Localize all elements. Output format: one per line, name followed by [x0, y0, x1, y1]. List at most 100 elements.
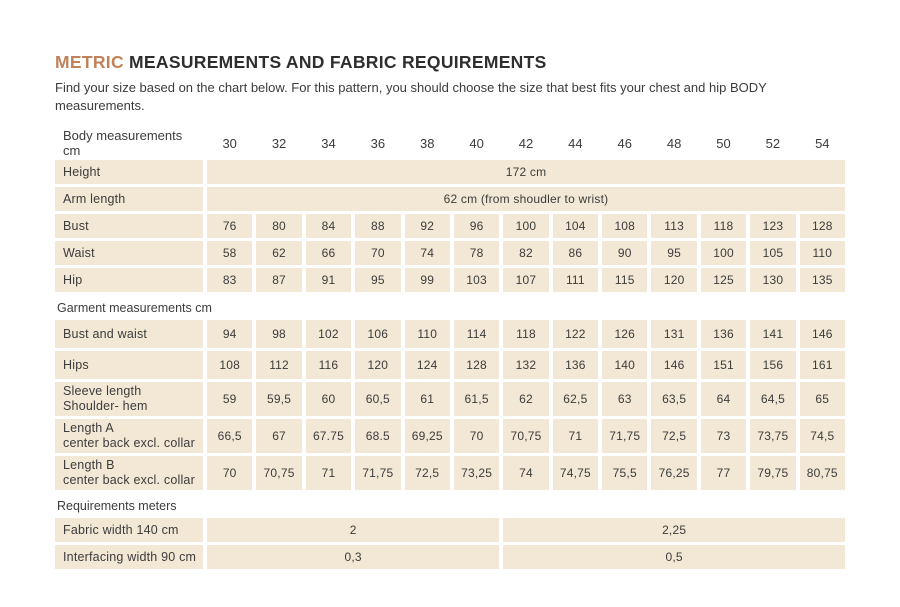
value-cell: 146: [799, 320, 845, 349]
value-cell: 65: [799, 382, 845, 417]
value-cell: 108: [602, 214, 648, 239]
value-cell: 130: [750, 268, 796, 293]
size-column-header: 42: [518, 135, 534, 151]
value-cell: 114: [453, 320, 500, 349]
row-label: Hips: [55, 351, 203, 380]
value-cell: 95: [355, 268, 401, 293]
value-cell: 74: [404, 241, 450, 266]
row-label: Hip: [55, 268, 203, 293]
merged-value-cell: 2: [207, 518, 500, 543]
size-column-header: 30: [222, 135, 237, 151]
value-cell: 86: [552, 241, 599, 266]
value-cell: 63,5: [651, 382, 697, 417]
table-header-label: Body measurements cm: [63, 128, 183, 159]
size-column-header: 36: [370, 135, 386, 151]
value-cell: 112: [256, 351, 302, 380]
merged-value-cell: 0,5: [503, 545, 845, 570]
value-cell: 120: [651, 268, 697, 293]
value-cell: 71,75: [355, 456, 401, 491]
value-cell: 67: [256, 419, 302, 454]
value-cell: 67.75: [305, 419, 352, 454]
value-cell: 113: [651, 214, 697, 239]
value-cell: 69,25: [404, 419, 450, 454]
value-cell: 61: [404, 382, 450, 417]
value-cell: 115: [602, 268, 648, 293]
row-label-line1: Sleeve length: [63, 384, 142, 399]
value-cell: 72,5: [404, 456, 450, 491]
value-cell: 63: [602, 382, 648, 417]
row-label-line2: Shoulder- hem: [63, 399, 148, 414]
merged-value-cell: 62 cm (from shoudler to wrist): [207, 187, 845, 212]
table-row: Sleeve length Shoulder- hem 59 59,5 60 60,5 61…: [55, 382, 845, 417]
row-label-lines: Sleeve length Shoulder- hem: [63, 384, 148, 414]
value-cell: 111: [552, 268, 599, 293]
merged-value-cell: 0,3: [207, 545, 500, 570]
value-cell: 146: [651, 351, 697, 380]
value-cell: 125: [700, 268, 747, 293]
size-column-header: 48: [666, 135, 682, 151]
value-cell: 70,75: [503, 419, 549, 454]
value-cell: 77: [700, 456, 747, 491]
section-label: Requirements meters: [57, 499, 177, 514]
table-row: Waist 58 62 66 70 74 78 82 86 90 95 100 105 110: [55, 241, 845, 266]
size-column-header: 38: [419, 135, 435, 151]
value-cell: 70: [207, 456, 253, 491]
value-cell: 96: [453, 214, 500, 239]
row-label: Fabric width 140 cm: [55, 518, 203, 543]
row-label-line2: center back excl. collar: [63, 436, 195, 451]
table-row: Hip 83 87 91 95 99 103 107 111 115 120 125 130 135: [55, 268, 845, 293]
value-cell: 66: [305, 241, 352, 266]
size-column-header: 50: [716, 135, 731, 151]
value-cell: 64,5: [750, 382, 796, 417]
value-cell: 118: [503, 320, 549, 349]
value-cell: 122: [552, 320, 599, 349]
value-cell: 66,5: [207, 419, 253, 454]
value-cell: 108: [207, 351, 253, 380]
value-cell: 90: [602, 241, 648, 266]
table-row: Bust 76 80 84 88 92 96 100 104 108 113 118 123 128: [55, 214, 845, 239]
value-cell: 60,5: [355, 382, 401, 417]
table-row: Height 172 cm: [55, 160, 845, 185]
value-cell: 71: [552, 419, 599, 454]
page-subtitle: Find your size based on the chart below.…: [55, 80, 767, 113]
value-cell: 58: [207, 241, 253, 266]
value-cell: 71,75: [602, 419, 648, 454]
table-header-row: Body measurements cm 30 32 34 36 38 40 42 44 46 48…: [55, 128, 845, 158]
table-row: Arm length 62 cm (from shoudler to wrist): [55, 187, 845, 212]
value-cell: 73,25: [453, 456, 500, 491]
value-cell: 87: [256, 268, 302, 293]
value-cell: 59: [207, 382, 253, 417]
value-cell: 156: [750, 351, 796, 380]
value-cell: 132: [503, 351, 549, 380]
table-row: Bust and waist 94 98 102 106 110 114 118 122 126 1…: [55, 320, 845, 349]
title-rest: MEASUREMENTS AND FABRIC REQUIREMENTS: [123, 52, 547, 72]
value-cell: 107: [503, 268, 549, 293]
value-cell: 124: [404, 351, 450, 380]
size-column-header: 46: [617, 135, 632, 151]
value-cell: 61,5: [453, 382, 500, 417]
merged-value-cell: 2,25: [503, 518, 845, 543]
value-cell: 98: [256, 320, 302, 349]
row-label: Waist: [55, 241, 203, 266]
value-cell: 141: [750, 320, 796, 349]
section-label: Garment measurements cm: [57, 301, 212, 316]
title-accent-word: METRIC: [55, 52, 124, 72]
row-label: Sleeve length Shoulder- hem: [55, 382, 203, 417]
value-cell: 73: [700, 419, 747, 454]
value-cell: 74: [503, 456, 549, 491]
value-cell: 123: [750, 214, 796, 239]
value-cell: 74,5: [799, 419, 845, 454]
value-cell: 118: [700, 214, 747, 239]
value-cell: 128: [799, 214, 845, 239]
value-cell: 128: [453, 351, 500, 380]
value-cell: 62: [503, 382, 549, 417]
value-cell: 140: [602, 351, 648, 380]
value-cell: 59,5: [256, 382, 302, 417]
value-cell: 103: [453, 268, 500, 293]
size-column-header: 34: [321, 135, 336, 151]
value-cell: 136: [552, 351, 599, 380]
row-label: Arm length: [55, 187, 203, 212]
value-cell: 75,5: [602, 456, 648, 491]
